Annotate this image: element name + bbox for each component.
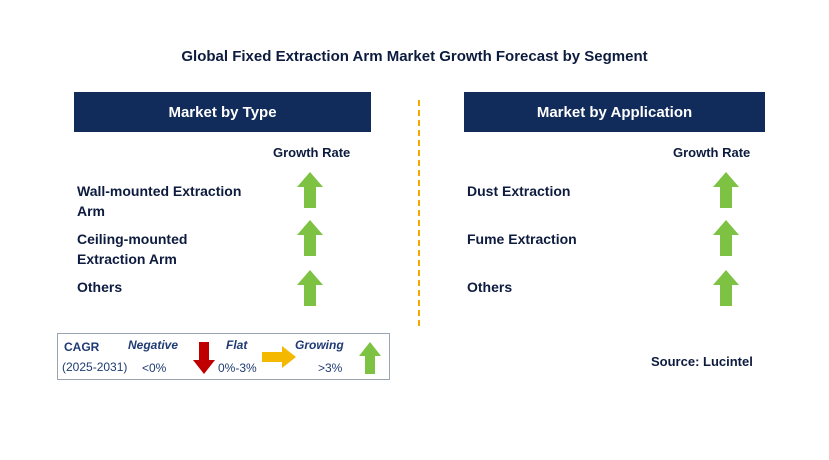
application-item-others: Others (467, 279, 513, 295)
type-ceiling-mounted-growing-arrow-icon (297, 220, 323, 256)
legend-growing-value: >3% (318, 361, 343, 375)
negative-down-arrow-icon (193, 342, 215, 374)
legend-negative-label: Negative (128, 338, 179, 352)
left-growth-rate-label: Growth Rate (273, 145, 351, 160)
market-by-type-header: Market by Type (74, 92, 371, 132)
type-item-wall-mounted: Wall-mounted Extraction Arm (77, 183, 242, 219)
chart-title: Global Fixed Extraction Arm Market Growt… (181, 48, 648, 65)
panel-divider (418, 100, 420, 326)
application-dust-growing-arrow-icon (713, 172, 739, 208)
type-others-growing-arrow-icon (297, 270, 323, 306)
legend-negative-value: <0% (142, 361, 167, 375)
application-fume-growing-arrow-icon (713, 220, 739, 256)
legend-flat-label: Flat (226, 338, 248, 352)
type-item-others: Others (77, 279, 123, 295)
flat-right-arrow-icon (262, 346, 296, 368)
growing-up-arrow-icon (359, 342, 381, 374)
legend-period-label: (2025-2031) (62, 360, 128, 374)
legend-cagr-label: CAGR (64, 340, 100, 354)
application-item-dust-extraction: Dust Extraction (467, 183, 571, 199)
legend-growing-label: Growing (295, 338, 344, 352)
right-growth-rate-label: Growth Rate (673, 145, 751, 160)
application-item-fume-extraction: Fume Extraction (467, 231, 577, 247)
legend-flat-value: 0%-3% (218, 361, 257, 375)
cagr-legend: CAGR (2025-2031) Negative <0% Flat 0%-3%… (57, 333, 390, 380)
market-by-application-header: Market by Application (464, 92, 765, 132)
type-item-ceiling-mounted: Ceiling-mounted Extraction Arm (77, 231, 188, 267)
source-note: Source: Lucintel (651, 354, 753, 369)
application-others-growing-arrow-icon (713, 270, 739, 306)
type-wall-mounted-growing-arrow-icon (297, 172, 323, 208)
